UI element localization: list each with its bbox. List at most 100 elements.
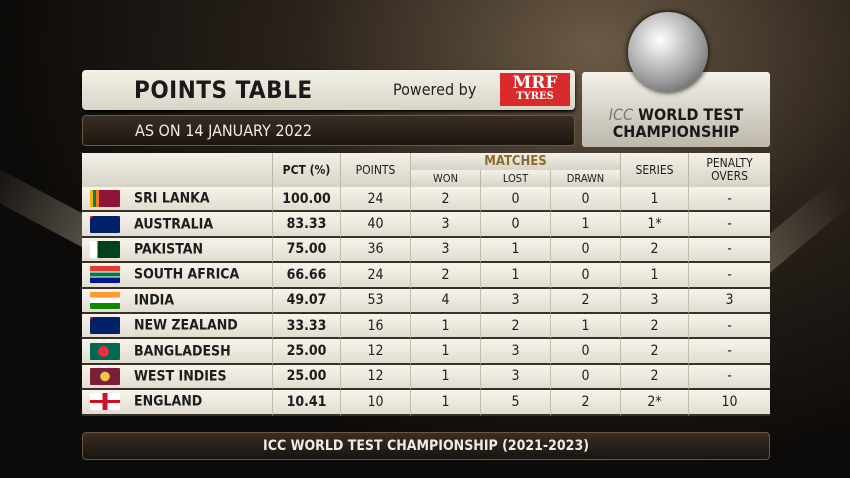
series-cell: 2* [620,390,688,416]
drawn-cell: 1 [550,212,620,238]
won-cell: 2 [410,187,480,213]
series-cell: 2 [620,237,688,264]
penalty-cell: - [688,237,770,264]
won-cell: 1 [410,339,480,365]
england-flag-icon [90,393,120,411]
india-flag-icon [90,291,120,309]
penalty-cell: 10 [688,390,770,416]
pct-cell: 66.66 [272,263,340,289]
table-row: BANGLADESH 25.00 12 1 3 0 2- [82,339,770,365]
won-cell: 4 [410,288,480,314]
team-cell: AUSTRALIA [82,212,272,238]
lost-cell: 3 [480,339,550,365]
pct-cell: 100.00 [272,187,340,213]
series-cell: 2 [620,339,688,365]
team-cell: NEW ZEALAND [82,313,272,340]
penalty-cell: - [688,263,770,289]
pct-cell: 10.41 [272,390,340,416]
lost-cell: 3 [480,288,550,314]
bangladesh-flag-icon [90,342,120,360]
footer-bar: ICC WORLD TEST CHAMPIONSHIP (2021-2023) [82,432,770,460]
won-cell: 1 [410,364,480,391]
lost-cell: 0 [480,187,550,213]
won-cell: 3 [410,237,480,264]
won-cell: 3 [410,212,480,238]
pct-cell: 49.07 [272,288,340,314]
team-cell: SOUTH AFRICA [82,263,272,289]
as-on-date: AS ON 14 JANUARY 2022 [135,121,313,140]
table-row: WEST INDIES 25.00 12 1 3 0 2- [82,364,770,391]
series-cell: 2 [620,364,688,391]
pakistan-flag-icon [90,240,120,258]
powered-by-label: Powered by [393,80,477,99]
won-cell: 2 [410,263,480,289]
points-cell: 36 [340,237,410,264]
pct-cell: 25.00 [272,339,340,365]
points-cell: 10 [340,390,410,416]
wtc-mace-icon [628,12,708,92]
lost-cell: 0 [480,212,550,238]
points-header: POINTS [340,153,410,187]
team-cell: PAKISTAN [82,237,272,264]
series-cell: 1 [620,263,688,289]
table-row: PAKISTAN 75.00 36 3 1 0 2- [82,237,770,264]
lost-header: LOST [480,170,550,187]
points-cell: 16 [340,313,410,340]
date-bar: AS ON 14 JANUARY 2022 [82,115,575,146]
points-table: PCT (%) POINTS MATCHES SERIES PENALTY OV… [82,153,770,416]
points-cell: 24 [340,263,410,289]
drawn-cell: 2 [550,390,620,416]
penalty-cell: - [688,187,770,213]
team-cell: WEST INDIES [82,364,272,391]
drawn-cell: 0 [550,263,620,289]
points-cell: 12 [340,339,410,365]
lost-cell: 1 [480,237,550,264]
drawn-cell: 0 [550,364,620,391]
south-africa-flag-icon [90,266,120,284]
drawn-header: DRAWN [550,170,620,187]
drawn-cell: 0 [550,237,620,264]
table-row: SOUTH AFRICA 66.66 24 2 1 0 1- [82,263,770,289]
won-cell: 1 [410,390,480,416]
penalty-cell: - [688,364,770,391]
pct-cell: 33.33 [272,313,340,340]
table-row: NEW ZEALAND 33.33 16 1 2 1 2- [82,313,770,340]
table-row: INDIA 49.07 53 4 3 2 3 3 [82,288,770,314]
series-cell: 1* [620,212,688,238]
team-cell: ENGLAND [82,390,272,416]
series-cell: 2 [620,313,688,340]
pct-cell: 25.00 [272,364,340,391]
drawn-cell: 2 [550,288,620,314]
team-cell: BANGLADESH [82,339,272,365]
series-cell: 3 [620,288,688,314]
series-header: SERIES [620,153,688,187]
drawn-cell: 0 [550,339,620,365]
mrf-tyres-logo: MRF TYRES [500,73,570,106]
title-bar: POINTS TABLE Powered by MRF TYRES [82,70,575,110]
drawn-cell: 1 [550,313,620,340]
points-cell: 12 [340,364,410,391]
points-cell: 24 [340,187,410,213]
sri-lanka-flag-icon [90,190,120,208]
won-header: WON [410,170,480,187]
team-cell: INDIA [82,288,272,314]
team-header [82,153,272,187]
points-cell: 53 [340,288,410,314]
matches-header: MATCHES [410,153,620,170]
lost-cell: 2 [480,313,550,340]
drawn-cell: 0 [550,187,620,213]
table-row: SRI LANKA 100.00 24 2 0 0 1- [82,187,770,213]
pct-cell: 83.33 [272,212,340,238]
won-cell: 1 [410,313,480,340]
pct-cell: 75.00 [272,237,340,264]
pct-header: PCT (%) [272,153,340,187]
team-cell: SRI LANKA [82,187,272,213]
series-cell: 1 [620,187,688,213]
penalty-cell: - [688,212,770,238]
page-title: POINTS TABLE [134,76,313,104]
penalty-header: PENALTY OVERS [688,153,770,187]
lost-cell: 5 [480,390,550,416]
new-zealand-flag-icon [90,317,120,335]
penalty-cell: - [688,339,770,365]
australia-flag-icon [90,215,120,233]
